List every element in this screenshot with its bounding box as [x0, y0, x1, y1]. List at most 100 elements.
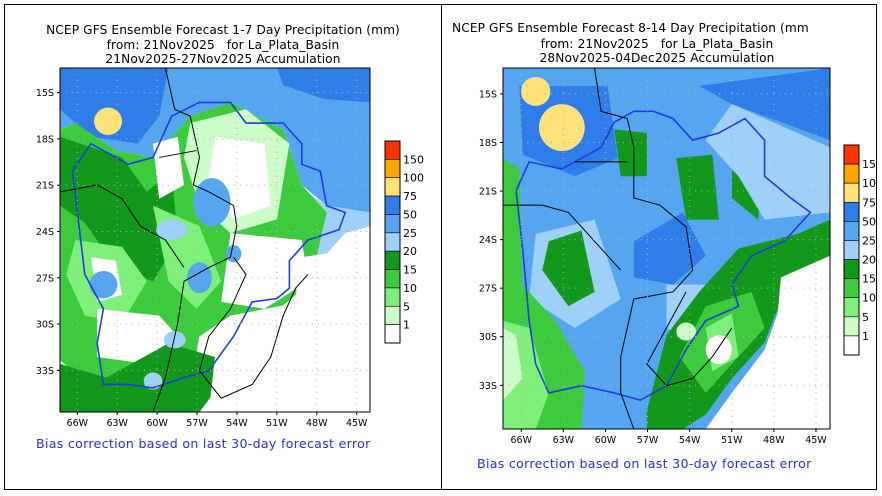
lat-tick-label: 33S [479, 381, 497, 392]
country-border [198, 256, 309, 399]
precip-region-50-75 [60, 68, 169, 144]
lat-tick-label: 24S [479, 235, 497, 246]
colorbar-label: 50 [862, 215, 876, 228]
lon-tick-label: 66W [67, 418, 89, 429]
bias-correction-note: Bias correction based on last 30-day for… [477, 456, 812, 471]
colorbar-swatch [843, 278, 860, 299]
lat-tick-label: 27S [479, 284, 497, 295]
map-frame [59, 67, 371, 413]
colorbar-swatch [384, 232, 401, 252]
lon-tick-label: 54W [226, 418, 248, 429]
title-line2: from: 21Nov2025 for La_Plata_Basin [106, 38, 340, 52]
basin-boundary [71, 101, 347, 389]
basin-boundary [515, 110, 812, 401]
precip-cell-25-50 [89, 270, 118, 299]
colorbar-swatch [384, 140, 401, 160]
precip-region-15-20 [676, 154, 719, 220]
colorbar-swatch [384, 287, 401, 307]
colorbar-label: 1 [403, 319, 410, 332]
country-border [646, 291, 733, 387]
lon-tick-label: 57W [186, 418, 208, 429]
colorbar-label: 20 [862, 254, 876, 267]
colorbar-swatch [843, 144, 860, 165]
colorbar-swatch [843, 221, 860, 241]
precip-region-15-20 [542, 230, 595, 307]
lat-tick-label: 27S [36, 273, 54, 284]
lat-tick-label: 15S [479, 89, 497, 100]
map-frame [502, 67, 831, 430]
precip-region-15-20 [614, 129, 647, 177]
lon-tick-label: 60W [146, 418, 168, 429]
colorbar-swatch [384, 159, 401, 179]
panel-week2: NCEP GFS Ensemble Forecast 8-14 Day Prec… [441, 4, 877, 490]
precip-region-15-20 [60, 136, 178, 282]
precip-region-15-20 [60, 343, 215, 412]
lat-tick-label: 30S [479, 332, 497, 343]
precip-cell-75-100 [538, 104, 585, 152]
colorbar-label: 10 [862, 177, 876, 190]
colorbar-label: 1 [862, 330, 869, 343]
colorbar-swatch [843, 297, 860, 318]
colorbar-label: 20 [403, 245, 417, 258]
precip-cell-25-50 [193, 178, 231, 227]
colorbar-label: 75 [403, 190, 417, 203]
precip-cell-25-50 [225, 245, 242, 263]
lon-tick-label: 63W [106, 418, 128, 429]
lon-tick-label: 48W [306, 418, 328, 429]
lat-tick-label: 21S [479, 187, 497, 198]
ocean-area [705, 255, 830, 429]
colorbar-label: 100 [403, 172, 424, 185]
colorbar-swatch [384, 214, 401, 234]
precipitation-field [60, 68, 370, 412]
colorbar-label: 15 [403, 264, 417, 277]
country-border [159, 150, 197, 158]
lon-tick-label: 45W [346, 418, 368, 429]
lon-tick-label: 51W [266, 418, 288, 429]
colorbar-swatch [843, 316, 860, 337]
colorbar-label: 150 [403, 153, 424, 166]
colorbar-swatch [843, 182, 860, 203]
colorbar-swatch [384, 305, 401, 325]
lon-tick-label: 51W [721, 435, 743, 446]
title-line1: NCEP GFS Ensemble Forecast 8-14 Day Prec… [452, 21, 809, 35]
precip-cell-75-100 [520, 77, 551, 106]
colorbar-label: 75 [862, 196, 876, 209]
colorbar-frame [384, 140, 401, 344]
title-line1: NCEP GFS Ensemble Forecast 1-7 Day Preci… [46, 23, 400, 37]
colorbar-swatch [843, 201, 860, 222]
colorbar-label: 25 [403, 227, 417, 240]
colorbar-label: 5 [403, 300, 410, 313]
colorbar-label: 15 [862, 273, 876, 286]
colorbar-label: 5 [862, 311, 869, 324]
colorbar-swatch [843, 259, 860, 279]
precip-region-50-75 [277, 68, 370, 103]
lon-tick-label: 57W [637, 435, 659, 446]
precip-region-50-75 [633, 212, 706, 285]
bias-correction-note: Bias correction based on last 30-day for… [36, 436, 371, 451]
precip-region-1-5 [503, 327, 523, 401]
colorbar-label: 50 [403, 208, 417, 221]
precip-region-20-25 [705, 104, 830, 220]
lat-tick-label: 15S [36, 88, 54, 99]
lat-tick-label: 18S [36, 134, 54, 145]
country-border [152, 67, 238, 413]
lat-tick-label: 18S [479, 138, 497, 149]
colorbar-swatch [843, 163, 860, 184]
colorbar-label: 10 [403, 282, 417, 295]
colorbar-label: 15 [862, 158, 876, 171]
precipitation-map-week1: 15S 18S 21S 24S 27S 30S 33S 66W 63W 60W 57W 54W 51W 4… [36, 67, 424, 429]
lon-tick-label: 66W [511, 435, 533, 446]
lon-tick-label: 60W [595, 435, 617, 446]
precipitation-field [503, 68, 830, 429]
precip-cell-1-5 [676, 322, 696, 341]
lat-tick-label: 33S [36, 366, 54, 377]
colorbar-label: 25 [862, 234, 876, 247]
precip-cell-20-25 [143, 372, 163, 390]
lat-tick-label: 24S [36, 227, 54, 238]
country-border [594, 67, 694, 430]
colorbar-swatch [384, 195, 401, 215]
title-line2: from: 21Nov2025 for La_Plata_Basin [540, 37, 774, 51]
precip-cell-25-50 [187, 262, 212, 294]
colorbar-swatch [384, 324, 401, 344]
precipitation-map-week2: 15S 18S 21S 24S 27S 30S 33S 66W 63W 60W 57W 54W 51W 4… [479, 67, 876, 446]
